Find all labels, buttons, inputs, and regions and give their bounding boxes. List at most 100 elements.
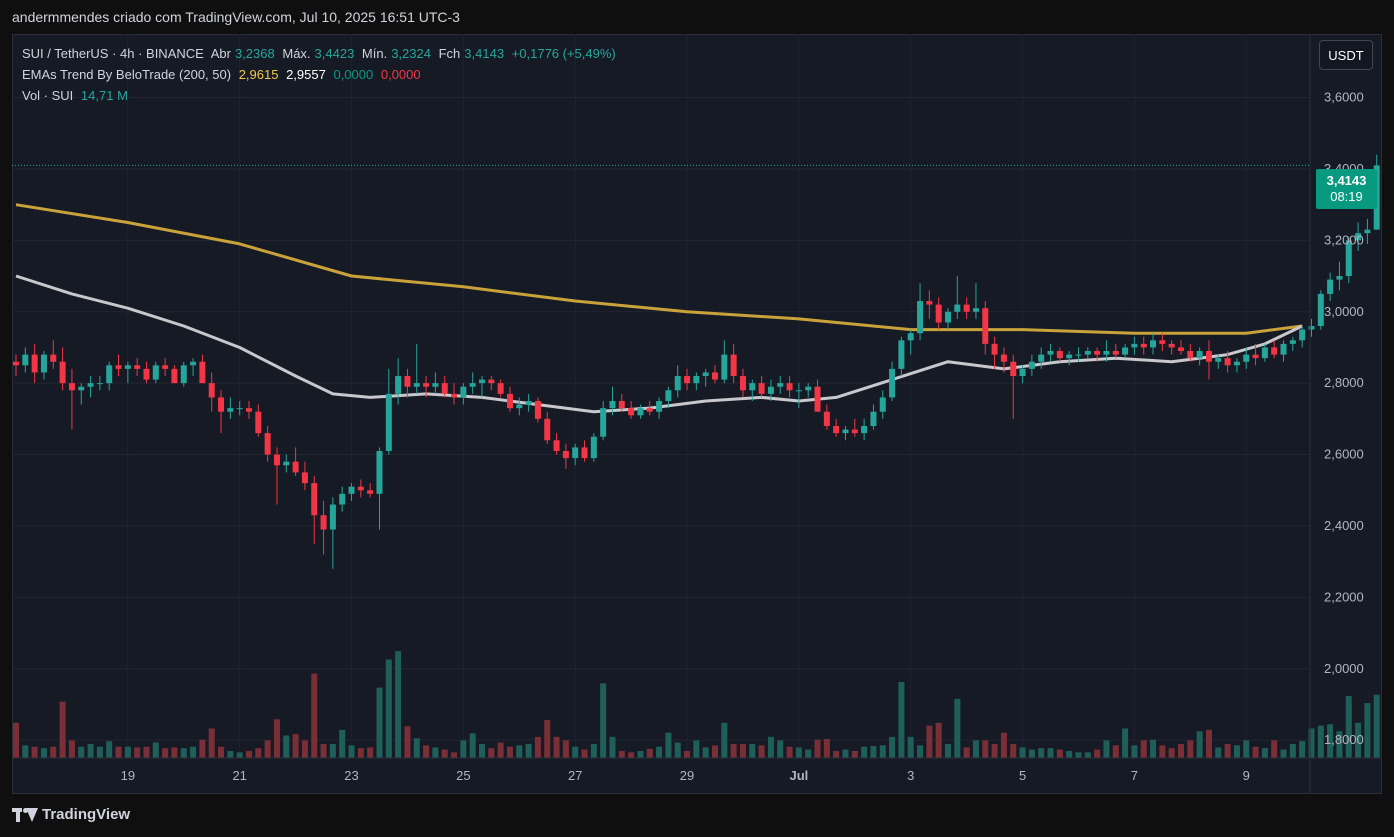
high-value: 3,4423 <box>314 46 355 61</box>
ema-indicator-name[interactable]: EMAs Trend By BeloTrade (200, 50) <box>22 67 232 82</box>
candle-body <box>534 401 541 419</box>
candle-body <box>1345 240 1352 277</box>
volume-bar <box>628 752 635 758</box>
volume-bar <box>329 743 336 758</box>
volume-bar <box>945 743 951 758</box>
candle-body <box>739 376 746 391</box>
open-label: Abr <box>210 46 231 61</box>
volume-bar <box>581 749 588 758</box>
volume-bar <box>227 750 234 758</box>
price-chart[interactable]: 3,60003,40003,20003,00002,80002,60002,40… <box>12 34 1382 794</box>
time-tick-label: 3 <box>907 768 914 783</box>
ema200-line <box>15 203 1303 335</box>
volume-bar <box>777 740 784 758</box>
volume-bar <box>767 736 774 758</box>
candle-body <box>367 490 374 494</box>
candle-body <box>730 354 737 377</box>
candle-body <box>1215 358 1222 362</box>
candle-body <box>460 386 467 398</box>
volume-bar <box>59 701 66 758</box>
volume-bar <box>255 748 262 758</box>
volume-bar <box>749 743 756 758</box>
candle-body <box>879 397 886 412</box>
candle-body <box>1131 343 1138 348</box>
price-tick-label: 2,8000 <box>1324 375 1364 390</box>
tradingview-logo[interactable]: TradingView <box>12 806 130 823</box>
volume-bar <box>1345 696 1352 758</box>
candle-body <box>469 383 476 387</box>
candle-body <box>1289 340 1296 344</box>
volume-bar <box>516 745 523 758</box>
candle-body <box>795 390 802 392</box>
volume-bar <box>1317 725 1324 758</box>
volume-bar <box>423 745 430 758</box>
volume-bar <box>851 750 858 758</box>
candle-body <box>1317 293 1324 327</box>
candle-body <box>413 383 420 387</box>
candle-body <box>590 436 597 459</box>
volume-bar <box>982 740 989 758</box>
candle-body <box>1233 361 1240 366</box>
candle-body <box>767 386 774 394</box>
candle-body <box>665 390 672 401</box>
volume-bar <box>842 749 849 758</box>
candle-body <box>1224 358 1231 366</box>
volume-bar <box>1336 731 1343 758</box>
time-tick-label: 19 <box>121 768 135 783</box>
symbol-label[interactable]: SUI / TetherUS · 4h · BINANCE <box>22 46 204 61</box>
volume-bar <box>1112 745 1119 758</box>
volume-bar <box>972 740 979 758</box>
candle-body <box>227 408 234 412</box>
volume-bars <box>13 651 1380 758</box>
ema-legend: EMAs Trend By BeloTrade (200, 50) 2,9615… <box>22 67 425 83</box>
candle-body <box>441 383 448 394</box>
candle-body <box>786 383 793 391</box>
candle-body <box>246 408 252 412</box>
volume-bar <box>702 747 709 758</box>
candle-body <box>115 365 122 369</box>
time-tick-label: 29 <box>680 768 694 783</box>
volume-bar <box>246 750 252 758</box>
volume-bar <box>460 740 467 758</box>
price-tick-label: 3,6000 <box>1324 90 1364 105</box>
candle-body <box>907 333 914 341</box>
volume-bar <box>432 747 439 758</box>
ema200-value: 2,9615 <box>238 67 279 82</box>
volume-bar <box>106 741 113 758</box>
candle-body <box>1000 354 1007 362</box>
volume-bar <box>833 750 840 758</box>
currency-button[interactable]: USDT <box>1319 40 1373 70</box>
volume-bar <box>348 745 355 758</box>
volume-bar <box>1150 739 1157 758</box>
candle-body <box>1038 354 1045 362</box>
volume-bar <box>600 683 607 758</box>
last-price-value: 3,4143 <box>1326 173 1367 188</box>
volume-bar <box>180 748 187 758</box>
volume-bar <box>572 746 579 758</box>
volume-bar <box>805 749 812 758</box>
candle-body <box>1066 354 1073 359</box>
volume-bar <box>283 735 290 758</box>
candle-body <box>124 365 131 369</box>
candle-body <box>348 486 355 494</box>
volume-bar <box>1280 749 1287 758</box>
ema50-value: 2,9557 <box>286 67 326 82</box>
volume-bar <box>870 746 877 758</box>
volume-bar <box>413 738 420 758</box>
volume-bar <box>665 732 672 758</box>
candle-body <box>1178 347 1184 352</box>
candle-body <box>917 301 924 334</box>
change-value: +0,1776 (+5,49%) <box>511 46 616 61</box>
volume-bar <box>50 746 57 758</box>
header-title: andermmendes criado com TradingView.com,… <box>12 9 460 25</box>
candle-body <box>1010 361 1017 377</box>
volume-bar <box>441 749 448 758</box>
volume-bar <box>1075 752 1082 758</box>
volume-bar <box>68 740 75 758</box>
volume-label[interactable]: Vol · SUI <box>22 88 74 103</box>
candle-body <box>693 376 700 384</box>
close-value: 3,4143 <box>464 46 505 61</box>
candle-body <box>1150 340 1157 348</box>
candle-body <box>255 411 262 434</box>
volume-bar <box>264 740 271 758</box>
